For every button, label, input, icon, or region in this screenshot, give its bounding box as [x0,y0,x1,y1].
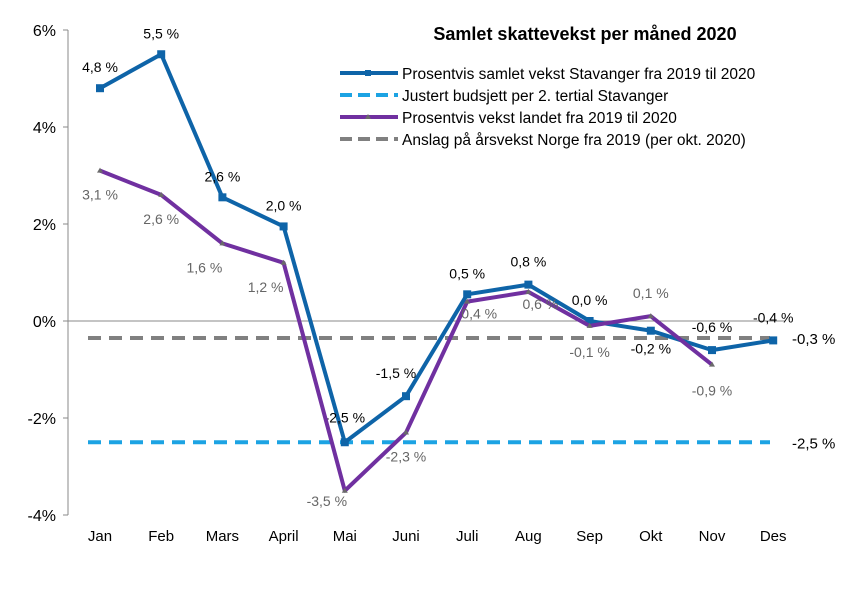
reference-line-label: -0,3 % [792,331,835,348]
data-label: 1,2 % [248,279,284,295]
data-label: 4,8 % [82,59,118,75]
legend-marker [365,70,371,76]
legend-label: Anslag på årsvekst Norge fra 2019 (per o… [402,132,746,149]
data-label: -0,6 % [692,319,732,335]
x-tick-label: Feb [148,528,174,545]
data-label: 0,8 % [510,254,546,270]
x-tick-label: Okt [639,528,663,545]
data-label: 2,6 % [143,211,179,227]
data-label: -3,5 % [307,493,347,509]
data-point [769,336,778,345]
data-label: 3,1 % [82,187,118,203]
data-point [341,487,348,493]
data-point [403,429,409,435]
data-point [96,84,104,93]
data-label: -2,5 % [325,409,365,425]
data-point [709,361,715,367]
x-tick-label: Juni [392,528,420,545]
data-point [402,392,410,401]
data-label: 0,5 % [449,265,485,281]
data-point [218,193,227,202]
data-point [280,259,287,265]
data-label: 0,6 % [522,296,558,312]
x-tick-label: Juli [456,528,479,545]
y-tick-label: 6% [33,23,56,40]
data-point [524,280,533,289]
series-line [99,52,774,445]
data-point [647,313,654,319]
legend-marker [365,114,371,119]
data-label: -0,4 % [753,309,793,325]
x-tick-label: April [269,528,299,545]
reference-line-label: -2,5 % [792,435,835,452]
data-label: 0,0 % [572,292,608,308]
legend-label: Prosentvis samlet vekst Stavanger fra 20… [402,66,756,83]
data-label: -0,9 % [692,383,732,399]
data-point [585,317,594,325]
data-label: 2,0 % [266,197,302,213]
x-tick-label: Mars [206,528,239,545]
data-point [708,346,716,355]
data-label: -0,1 % [569,344,609,360]
legend-label: Prosentvis vekst landet fra 2019 til 202… [402,110,677,127]
data-point [97,167,103,173]
data-label: 0,1 % [633,285,669,301]
y-tick-label: 0% [33,314,56,331]
data-label: -0,2 % [631,341,671,357]
x-tick-label: Aug [515,528,542,545]
chart-title: Samlet skattevekst per måned 2020 [433,24,736,44]
data-point [157,50,166,59]
y-tick-label: 4% [33,120,56,137]
x-tick-label: Sep [576,528,603,545]
data-label: 5,5 % [143,25,179,41]
data-point [525,288,532,294]
data-point [158,191,165,197]
data-label: 2,6 % [204,168,240,184]
x-tick-label: Mai [333,528,357,545]
y-tick-label: -2% [28,411,56,428]
x-tick-label: Des [760,528,787,545]
y-tick-label: 2% [33,217,56,234]
legend-label: Justert budsjett per 2. tertial Stavange… [402,88,668,105]
data-label: -1,5 % [376,365,416,381]
data-point [340,438,349,447]
data-point [646,326,655,335]
data-label: -2,3 % [386,449,426,465]
x-tick-label: Nov [699,528,726,545]
data-point [586,322,593,328]
data-point [219,240,226,246]
data-label: 0,4 % [461,306,497,322]
data-point [279,222,288,231]
data-label: 1,6 % [186,259,222,275]
data-point [463,290,472,299]
y-tick-label: -4% [28,508,56,525]
x-tick-label: Jan [88,528,112,545]
data-point [464,298,471,304]
